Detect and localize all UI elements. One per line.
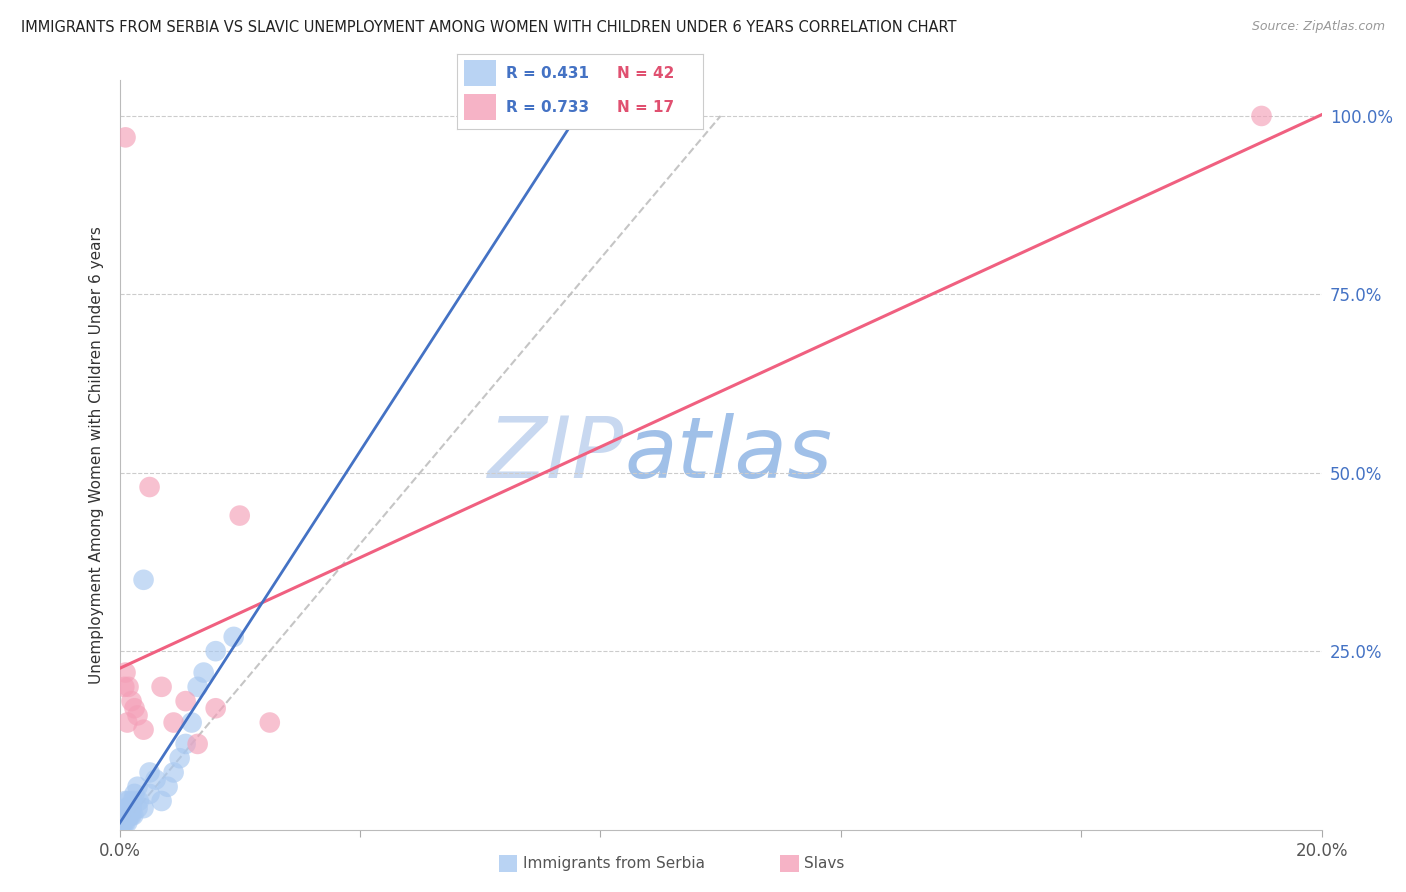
Point bbox=[156, 780, 179, 794]
Text: R = 0.431: R = 0.431 bbox=[506, 66, 589, 81]
Text: IMMIGRANTS FROM SERBIA VS SLAVIC UNEMPLOYMENT AMONG WOMEN WITH CHILDREN UNDER 6 : IMMIGRANTS FROM SERBIA VS SLAVIC UNEMPLO… bbox=[21, 20, 956, 35]
Point bbox=[204, 644, 226, 658]
Point bbox=[124, 787, 146, 801]
Point bbox=[115, 808, 138, 822]
Point bbox=[117, 680, 139, 694]
Point bbox=[127, 801, 149, 815]
Point bbox=[112, 680, 135, 694]
Point bbox=[180, 715, 202, 730]
Point bbox=[112, 815, 135, 830]
Point bbox=[114, 801, 136, 815]
Point bbox=[1250, 109, 1272, 123]
Point bbox=[228, 508, 252, 523]
Point bbox=[138, 480, 160, 494]
Y-axis label: Unemployment Among Women with Children Under 6 years: Unemployment Among Women with Children U… bbox=[89, 226, 104, 684]
Point bbox=[117, 794, 139, 808]
Point bbox=[222, 630, 245, 644]
Point bbox=[117, 801, 139, 815]
Point bbox=[259, 715, 281, 730]
Point bbox=[162, 715, 184, 730]
Point bbox=[127, 708, 149, 723]
Point bbox=[127, 780, 149, 794]
Point bbox=[114, 808, 136, 822]
Text: Immigrants from Serbia: Immigrants from Serbia bbox=[523, 856, 704, 871]
Point bbox=[187, 680, 209, 694]
Point bbox=[121, 694, 143, 708]
Text: R = 0.733: R = 0.733 bbox=[506, 100, 589, 115]
Text: N = 17: N = 17 bbox=[617, 100, 673, 115]
Point bbox=[118, 808, 141, 822]
Point bbox=[117, 815, 139, 830]
Point bbox=[162, 765, 184, 780]
Point bbox=[117, 715, 139, 730]
Point bbox=[112, 808, 135, 822]
Text: N = 42: N = 42 bbox=[617, 66, 675, 81]
Point bbox=[122, 808, 145, 822]
Point bbox=[121, 801, 143, 815]
Point bbox=[193, 665, 215, 680]
Point bbox=[118, 801, 141, 815]
Point bbox=[114, 808, 136, 822]
Point bbox=[112, 815, 135, 830]
Point bbox=[114, 130, 136, 145]
Bar bbox=[464, 95, 496, 120]
Point bbox=[169, 751, 191, 765]
Point bbox=[132, 573, 155, 587]
Point bbox=[117, 808, 139, 822]
Point bbox=[114, 665, 136, 680]
Point bbox=[138, 765, 160, 780]
Text: Slavs: Slavs bbox=[804, 856, 845, 871]
Point bbox=[121, 794, 143, 808]
Point bbox=[174, 694, 197, 708]
Bar bbox=[464, 61, 496, 87]
Point bbox=[204, 701, 226, 715]
Text: atlas: atlas bbox=[624, 413, 832, 497]
Point bbox=[117, 801, 139, 815]
Text: ZIP: ZIP bbox=[488, 413, 624, 497]
Point bbox=[150, 680, 173, 694]
Point bbox=[114, 794, 136, 808]
Point bbox=[121, 808, 143, 822]
Point bbox=[132, 801, 155, 815]
Point bbox=[150, 794, 173, 808]
Point bbox=[187, 737, 209, 751]
Point bbox=[120, 808, 142, 822]
Text: Source: ZipAtlas.com: Source: ZipAtlas.com bbox=[1251, 20, 1385, 33]
Point bbox=[174, 737, 197, 751]
Point bbox=[112, 808, 135, 822]
Point bbox=[114, 815, 136, 830]
Point bbox=[138, 787, 160, 801]
Point bbox=[145, 772, 167, 787]
Point bbox=[111, 815, 134, 830]
Point bbox=[128, 794, 150, 808]
Point bbox=[132, 723, 155, 737]
Point bbox=[124, 701, 146, 715]
